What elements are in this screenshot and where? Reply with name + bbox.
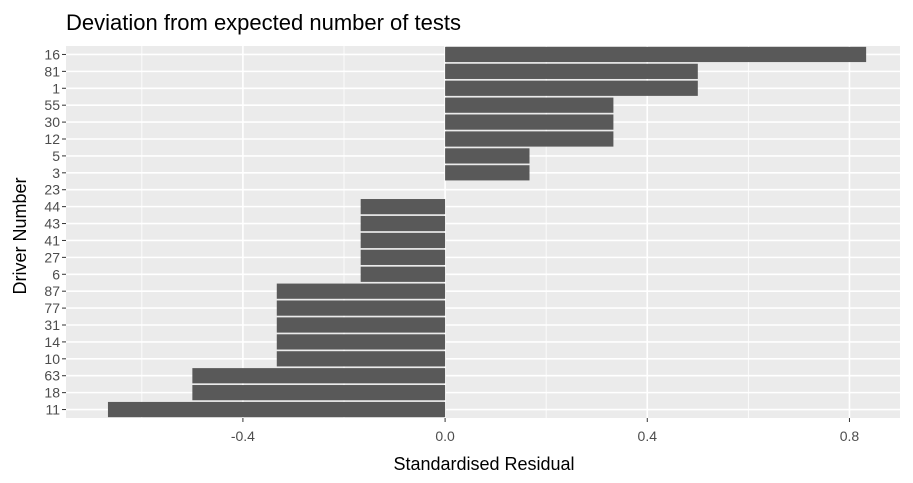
y-tick-label: 44 <box>44 199 60 215</box>
y-tick-label: 16 <box>44 46 60 62</box>
y-tick-label: 23 <box>44 182 60 198</box>
bar-driver-14 <box>276 334 446 350</box>
bar-driver-81 <box>445 63 698 79</box>
bar-driver-31 <box>276 317 446 333</box>
y-tick-label: 81 <box>44 63 60 79</box>
x-axis-title: Standardised Residual <box>393 454 574 474</box>
y-tick-label: 10 <box>44 351 60 367</box>
y-tick-label: 43 <box>44 216 60 232</box>
chart-title: Deviation from expected number of tests <box>66 10 461 35</box>
y-tick-label: 30 <box>44 114 60 130</box>
bar-driver-55 <box>445 97 614 113</box>
y-tick-label: 31 <box>44 317 60 333</box>
y-tick-label: 3 <box>52 165 60 181</box>
y-tick-label: 87 <box>44 283 60 299</box>
y-tick-label: 14 <box>44 334 60 350</box>
bar-driver-43 <box>360 215 446 232</box>
bar-driver-44 <box>360 199 446 215</box>
bar-driver-5 <box>445 148 530 164</box>
y-tick-label: 27 <box>44 249 60 265</box>
bar-driver-27 <box>360 249 446 265</box>
y-tick-label: 18 <box>44 385 60 401</box>
x-tick-label: -0.4 <box>231 428 255 444</box>
bar-driver-18 <box>192 385 446 401</box>
bars <box>107 46 867 418</box>
bar-driver-6 <box>360 266 446 282</box>
bar-driver-10 <box>276 351 446 367</box>
y-tick-label: 11 <box>45 402 60 418</box>
y-tick-label: 6 <box>52 266 60 282</box>
y-tick-label: 5 <box>52 148 60 164</box>
bar-driver-30 <box>445 114 614 130</box>
x-tick-label: 0.8 <box>840 428 860 444</box>
bar-driver-16 <box>445 46 867 63</box>
bar-driver-77 <box>276 300 446 316</box>
bar-driver-11 <box>107 401 446 418</box>
y-tick-label: 1 <box>52 80 60 96</box>
x-axis: -0.4 0.0 0.4 0.8 <box>231 418 860 444</box>
bar-driver-63 <box>192 368 446 384</box>
bar-driver-1 <box>445 80 698 96</box>
x-tick-label: 0.0 <box>435 428 455 444</box>
bar-driver-12 <box>445 131 614 147</box>
bar-driver-3 <box>445 165 530 181</box>
y-axis-title: Driver Number <box>10 177 30 294</box>
y-tick-label: 41 <box>44 232 60 248</box>
bar-driver-87 <box>276 283 446 299</box>
y-tick-label: 63 <box>44 368 60 384</box>
y-tick-label: 55 <box>44 97 60 113</box>
y-tick-label: 12 <box>44 131 60 147</box>
bar-driver-41 <box>360 232 446 249</box>
x-tick-label: 0.4 <box>638 428 658 444</box>
y-tick-label: 77 <box>44 300 60 316</box>
